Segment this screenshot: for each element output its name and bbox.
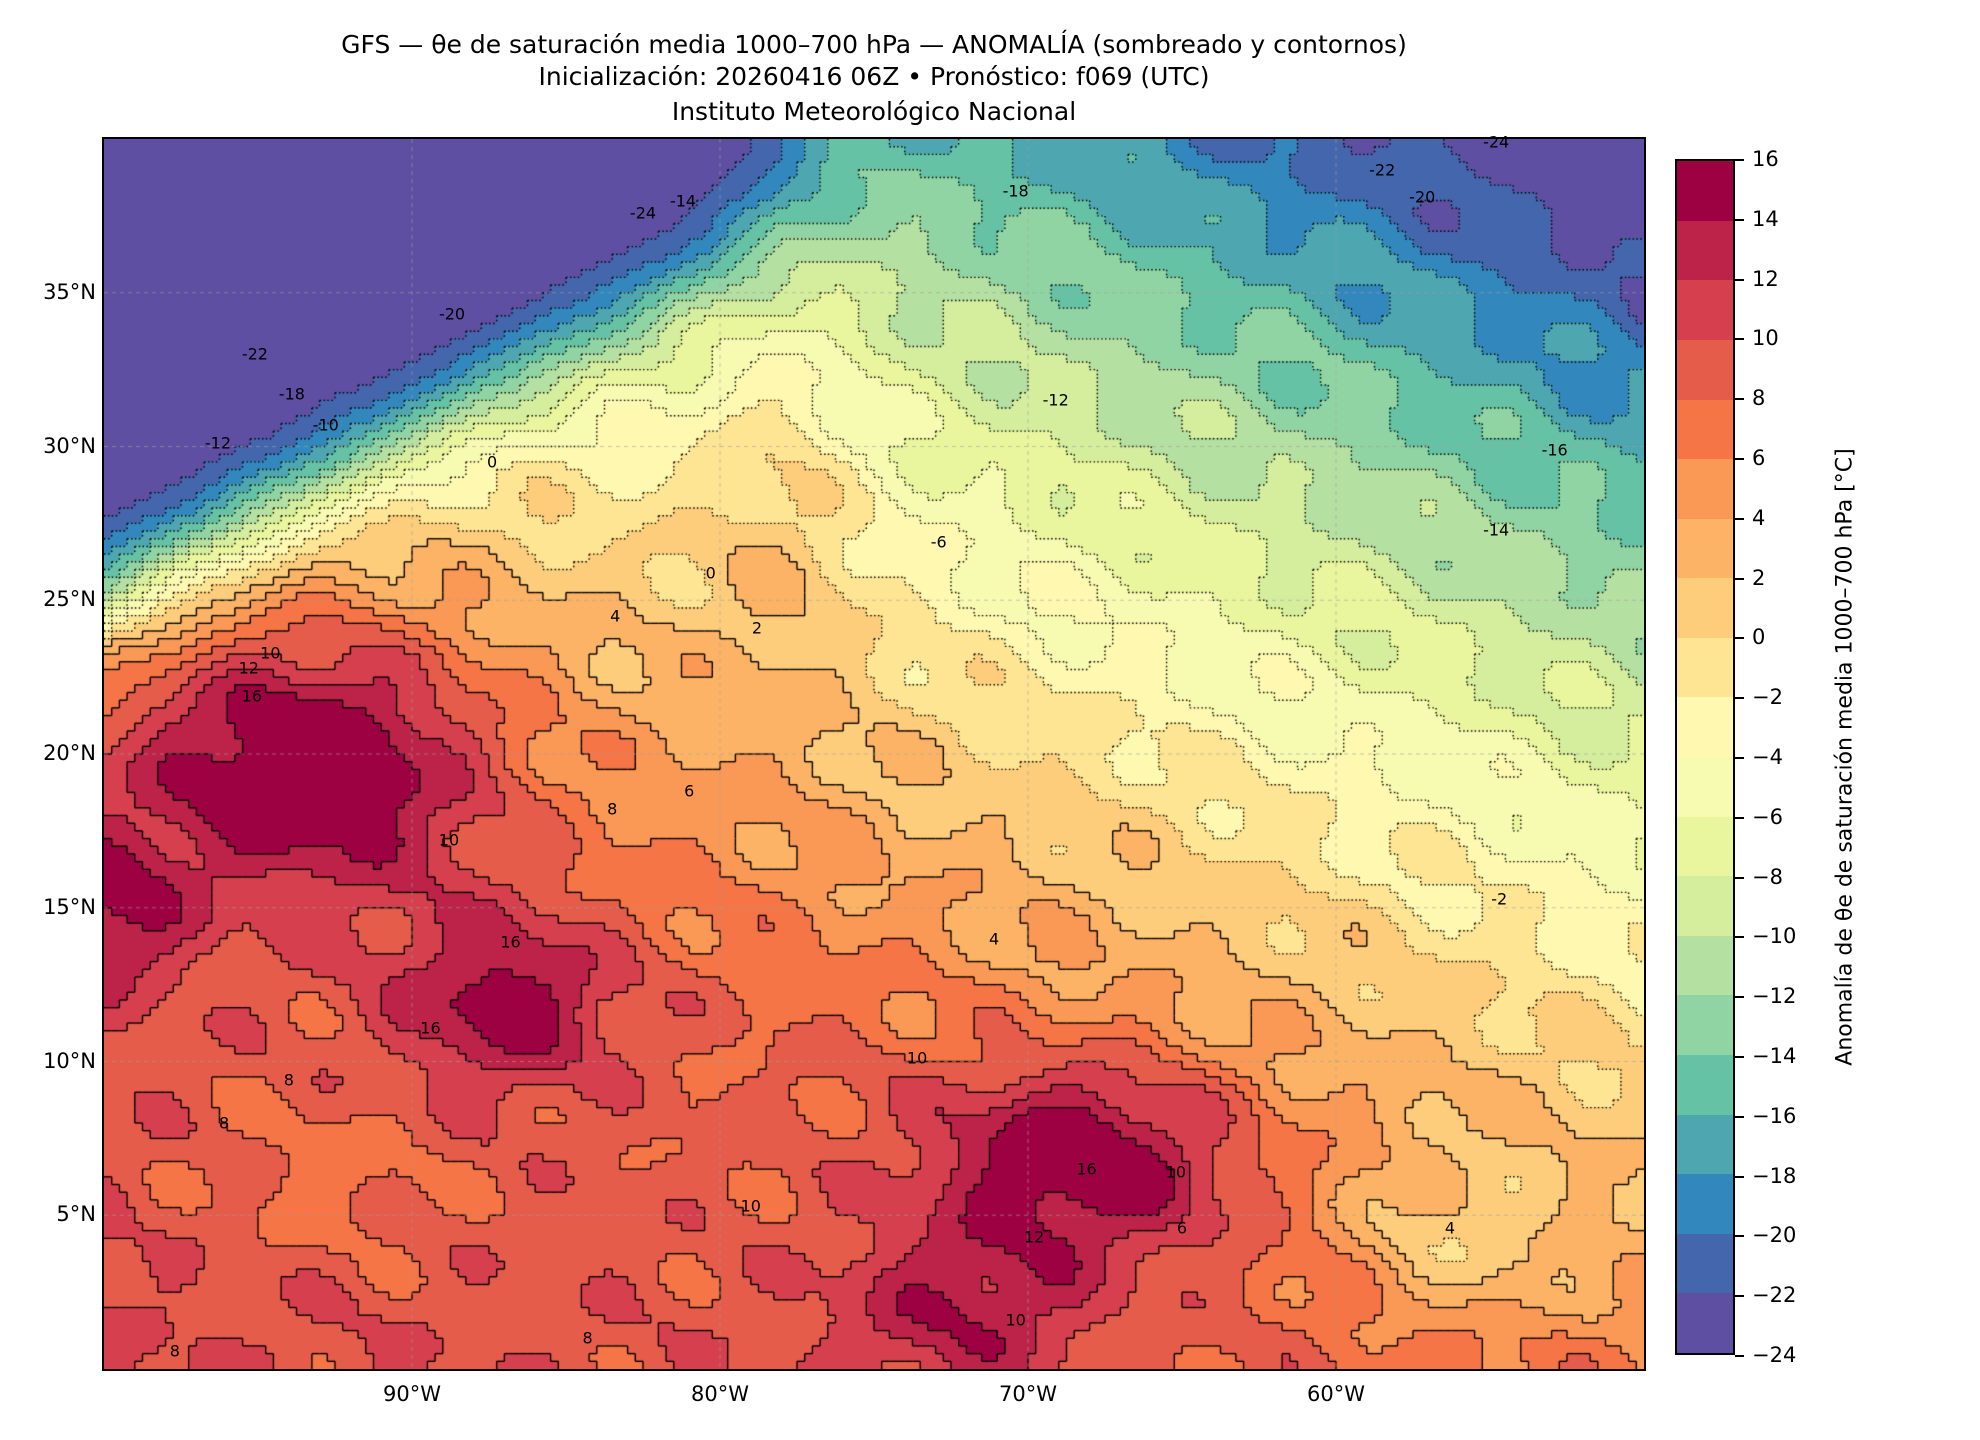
colorbar-segment — [1677, 995, 1733, 1056]
lon-tick-label: 60°W — [1307, 1382, 1365, 1406]
map-panel: -24 -14 -20 -22 -18 -12 -10 0 -18 -20 -22 -24 -12 -16… — [102, 133, 1646, 1371]
colorbar-segment — [1677, 876, 1733, 936]
colorbar-segment — [1677, 578, 1733, 638]
colorbar-tick-label: −6 — [1735, 805, 1783, 829]
colorbar-tick-label: 12 — [1735, 267, 1779, 291]
colorbar-segment — [1677, 1174, 1733, 1234]
lat-tick-label: 30°N — [43, 433, 96, 458]
colorbar-tick-label: −24 — [1735, 1343, 1796, 1367]
colorbar-tick-label: 4 — [1735, 506, 1765, 530]
colorbar-segment — [1677, 1233, 1733, 1294]
colorbar-tick-label: −22 — [1735, 1283, 1796, 1307]
colorbar-tick-label: −20 — [1735, 1223, 1796, 1247]
colorbar-segment — [1677, 1114, 1733, 1175]
title-line-1: GFS — θe de saturación media 1000–700 hP… — [341, 30, 1407, 59]
colorbar-segment — [1677, 161, 1733, 221]
colorbar-tick-label: −16 — [1735, 1104, 1796, 1128]
colorbar-label: Anomalía de θe de saturación media 1000–… — [1832, 448, 1858, 1066]
lon-tick-label: 80°W — [691, 1382, 749, 1406]
lon-tick-label: 70°W — [999, 1382, 1057, 1406]
title-line-2: Inicialización: 20260416 06Z • Pronóstic… — [538, 62, 1210, 91]
colorbar-segment — [1677, 459, 1733, 519]
colorbar-segment — [1677, 1055, 1733, 1115]
colorbar-tick-label: 8 — [1735, 386, 1765, 410]
colorbar-tick-label: −14 — [1735, 1044, 1796, 1068]
title-line-3: Instituto Meteorológico Nacional — [671, 97, 1077, 126]
colorbar-tick-label: 16 — [1735, 147, 1779, 171]
colorbar-tick-label: 14 — [1735, 207, 1779, 231]
lat-tick-label: 10°N — [43, 1048, 96, 1073]
anomaly-field-map — [104, 139, 1644, 1369]
colorbar-segment — [1677, 935, 1733, 996]
colorbar-segment — [1677, 1293, 1733, 1353]
colorbar-segment — [1677, 220, 1733, 281]
colorbar-tick-label: −12 — [1735, 984, 1796, 1008]
colorbar-tick-label: −10 — [1735, 924, 1796, 948]
lat-tick-label: 15°N — [43, 894, 96, 919]
lat-tick-label: 20°N — [43, 741, 96, 765]
lon-tick-label: 90°W — [383, 1382, 441, 1406]
colorbar-segment — [1677, 280, 1733, 340]
lat-tick-label: 5°N — [56, 1202, 96, 1227]
lat-tick-label: 25°N — [43, 587, 96, 612]
colorbar-segment — [1677, 816, 1733, 877]
colorbar-segment — [1677, 637, 1733, 698]
colorbar-tick-label: −8 — [1735, 865, 1783, 889]
lat-tick-label: 35°N — [43, 279, 96, 304]
colorbar-segment — [1677, 697, 1733, 758]
colorbar-tick-label: −4 — [1735, 745, 1783, 769]
colorbar-tick-label: 10 — [1735, 326, 1779, 350]
colorbar-segment — [1677, 339, 1733, 400]
colorbar-tick-label: −18 — [1735, 1164, 1796, 1188]
colorbar-tick-label: 0 — [1735, 625, 1765, 649]
colorbar — [1675, 159, 1735, 1355]
colorbar-segment — [1677, 399, 1733, 460]
colorbar-segment — [1677, 518, 1733, 579]
colorbar-tick-label: −2 — [1735, 685, 1783, 709]
colorbar-tick-label: 2 — [1735, 566, 1765, 590]
colorbar-tick-label: 6 — [1735, 446, 1765, 470]
colorbar-segment — [1677, 757, 1733, 817]
